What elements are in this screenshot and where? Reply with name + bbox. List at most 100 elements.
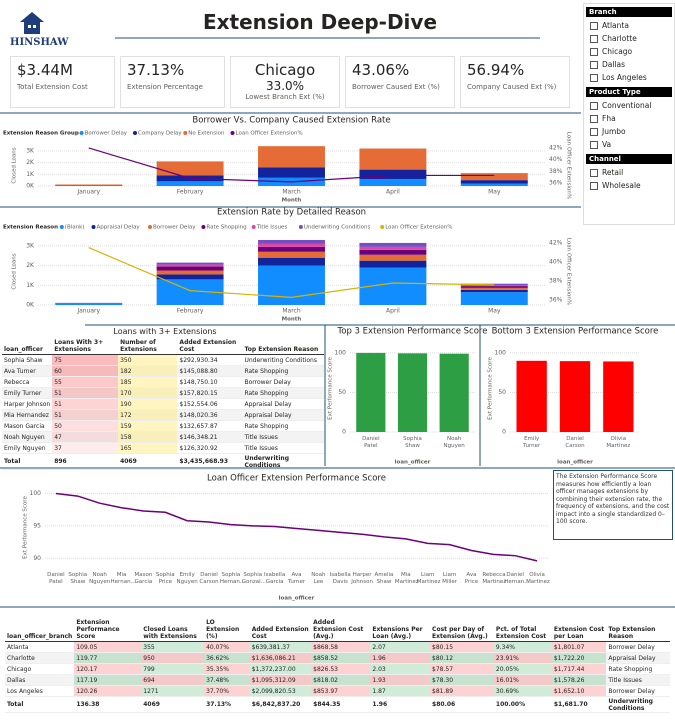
data-table: loan_officer_branch Extension Performance…: [5, 618, 670, 713]
slicer-label: Atlanta: [602, 21, 629, 30]
kpi-label: Lowest Branch Ext (%): [245, 93, 325, 101]
checkbox[interactable]: [590, 140, 598, 149]
checkbox[interactable]: [590, 101, 598, 110]
x-tick-label: Mason Garcia: [134, 572, 153, 585]
legend-swatch: [59, 225, 64, 229]
slicer-label: Conventional: [602, 101, 652, 110]
kpi-label: Total Extension Cost: [17, 83, 88, 91]
checkbox[interactable]: [590, 181, 598, 190]
slicer-label: Retail: [602, 168, 624, 177]
checkbox[interactable]: [590, 73, 598, 82]
x-axis-label: Month: [282, 317, 302, 323]
slicer-item[interactable]: Charlotte: [584, 32, 674, 45]
bar-segment: [258, 243, 325, 247]
checkbox[interactable]: [590, 60, 598, 69]
legend-label: No Extension: [188, 131, 225, 137]
legend-label: Company Delay: [138, 131, 182, 137]
x-tick-label: Isabella Garcia: [264, 572, 286, 585]
column-header: loan_officer_branch: [5, 618, 75, 642]
table-title: Loans with 3+ Extensions: [113, 327, 217, 336]
chart-title: Loan Officer Extension Performance Score: [207, 474, 386, 484]
legend-label: Rate Shopping: [206, 225, 246, 231]
table-cell: 799: [141, 663, 205, 675]
x-tick-label: Liam Martinez: [416, 572, 441, 585]
legend-label: Borrower Delay: [85, 131, 128, 137]
x-tick-label: Daniel Hernan...: [504, 572, 530, 585]
slicer-label: Charlotte: [602, 34, 637, 43]
total-cell: 1.96: [370, 696, 431, 713]
bar-segment: [258, 239, 325, 244]
y-tick-label: 2K: [26, 159, 35, 166]
bar-segment: [460, 173, 528, 181]
slicer-item[interactable]: Retail: [584, 166, 674, 179]
table-cell: $1,722.20: [551, 652, 607, 664]
total-row: Total 136.38 4069 37.13% $6,842,837.20 $844.3…: [5, 696, 670, 713]
table-cell: 35.35%: [204, 663, 250, 675]
legend-label: Loan Officer Extension%: [385, 225, 452, 231]
y-tick-label: 100: [30, 490, 42, 497]
logo-text: HINSHAW: [10, 37, 69, 48]
kpi-value: 56.94%: [467, 61, 525, 79]
y-tick-label: 0K: [26, 302, 35, 309]
y-tick-label: 0: [502, 429, 506, 436]
table-cell: 950: [141, 652, 205, 664]
slicer-item[interactable]: Chicago: [584, 45, 674, 58]
table-cell: 37: [52, 442, 119, 454]
checkbox[interactable]: [590, 47, 598, 56]
bar: [559, 361, 591, 432]
table-cell: 36.62%: [204, 652, 250, 664]
table-cell: Emily Nguyen: [2, 442, 53, 454]
legend-swatch: [201, 225, 206, 229]
branch-table: loan_officer_branch Extension Performance…: [5, 618, 670, 713]
column-header: Top Extension Reason: [242, 338, 324, 355]
kpi-value: 37.13%: [127, 61, 185, 79]
chart: Borrower Vs. Company Caused Extension Ra…: [3, 116, 572, 204]
table-row: Sophia Shaw 75 350 $292,930.34 Underwriting …: [2, 354, 324, 366]
y-tick-label: 3K: [26, 147, 35, 154]
slicer-item[interactable]: Wholesale: [584, 179, 674, 192]
slicer-label: Wholesale: [602, 181, 641, 190]
column-header: Added Extension Cost: [249, 618, 312, 642]
bar-segment: [460, 292, 528, 305]
bar-segment: [258, 265, 325, 305]
bar-segment: [359, 178, 427, 186]
slicer-item[interactable]: Va: [584, 138, 674, 151]
slicer-item[interactable]: Atlanta: [584, 19, 674, 32]
table-cell: 120.17: [74, 663, 142, 675]
bar-segment: [258, 167, 325, 178]
slicer-item[interactable]: Jumbo: [584, 125, 674, 138]
table-cell: Rate Shopping: [242, 365, 324, 377]
legend-title: Extension Reason: [3, 225, 58, 231]
slicer-item[interactable]: Dallas: [584, 58, 674, 71]
checkbox[interactable]: [590, 114, 598, 123]
table-cell: 2.07: [370, 641, 431, 653]
checkbox[interactable]: [590, 127, 598, 136]
checkbox[interactable]: [590, 34, 598, 43]
y2-tick-label: 38%: [549, 278, 563, 285]
x-tick-label: Mia Martinez: [394, 572, 419, 585]
bar-segment: [156, 181, 224, 186]
slicer-item[interactable]: Los Angeles: [584, 71, 674, 84]
table-cell: Rate Shopping: [606, 663, 670, 675]
checkbox[interactable]: [590, 168, 598, 177]
total-cell: $3,435,668.93: [177, 453, 243, 470]
table-cell: 50: [52, 420, 119, 432]
table-cell: $80.15: [430, 641, 494, 653]
x-tick-label: Isabella Davis: [329, 572, 351, 585]
slicer-item[interactable]: Fha: [584, 112, 674, 125]
table-cell: $1,717.44: [551, 663, 607, 675]
table-cell: $818.02: [311, 674, 371, 686]
column-header: Extension Cost per Loan: [551, 618, 607, 642]
table-cell: $639,381.37: [249, 641, 312, 653]
bar-segment: [258, 246, 325, 252]
bar-segment: [55, 303, 123, 305]
slicer-item[interactable]: Conventional: [584, 99, 674, 112]
y-tick-label: 3K: [26, 242, 35, 249]
bar-segment: [55, 184, 123, 186]
checkbox[interactable]: [590, 21, 598, 30]
table-cell: 182: [118, 365, 178, 377]
table-cell: Dallas: [5, 674, 75, 686]
table-cell: 23.91%: [493, 652, 552, 664]
